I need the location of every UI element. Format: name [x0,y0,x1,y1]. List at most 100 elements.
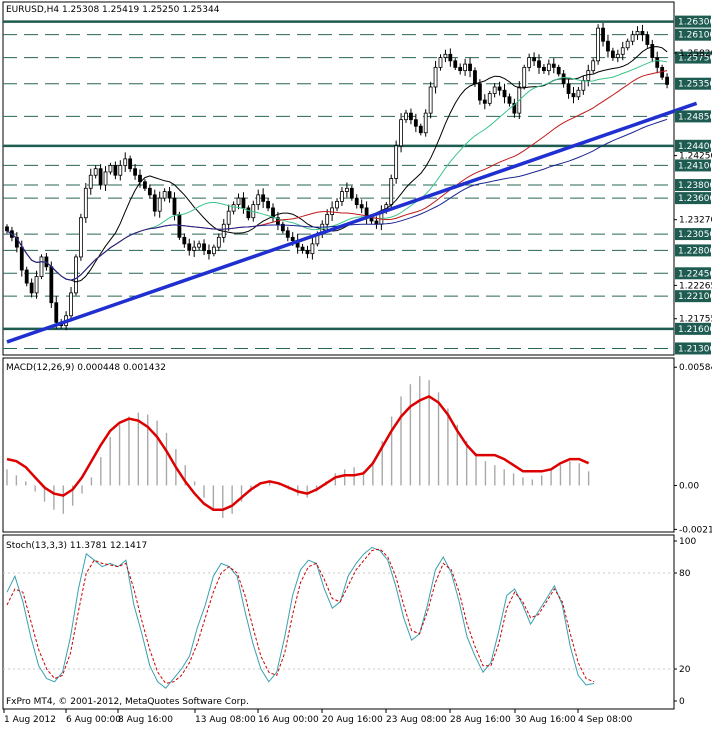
candle-body [280,223,285,232]
candle-body [354,197,359,206]
candle-body [537,60,541,68]
time-tick-label: 23 Aug 08:00 [386,715,447,725]
candle-body [566,83,571,94]
candle-body [443,53,448,58]
candle-body [246,207,251,219]
time-tick-label: 20 Aug 16:00 [322,715,383,725]
candle-body [74,256,78,294]
candle-body [78,217,83,258]
candle-body [103,171,108,186]
candle-body [330,207,335,215]
price-level-label: 1.25750 [678,54,712,64]
candle-body [108,165,113,173]
candle-body [542,66,546,72]
candle-body [29,282,34,294]
candle-body [325,214,330,225]
price-level-label: 1.25350 [678,80,712,90]
candle-body [152,194,157,212]
price-level-label: 1.24400 [678,142,712,152]
candle-body [88,174,93,189]
chart-title: EURUSD,H4 1.25308 1.25419 1.25250 1.2534… [6,5,220,15]
candle-body [527,57,532,68]
candle-body [576,89,581,98]
candle-body [428,86,433,114]
time-tick-label: 6 Aug 00:00 [66,715,121,725]
stoch-tick-label: 80 [679,569,691,579]
candle-body [226,210,231,225]
candle-body [39,256,44,277]
price-level-tag [675,139,711,152]
candle-body [300,246,305,251]
candle-body [433,66,438,88]
price-level-tag [675,267,711,280]
candle-body [285,230,290,238]
stoch-title: Stoch(13,3,3) 11.3781 12.1417 [6,541,147,551]
stoch-pane [3,546,674,689]
candle-body [19,246,24,271]
stoch-tick-label: 20 [679,665,691,675]
candle-body [507,96,512,104]
candle-body [261,194,266,202]
macd-tick-label: -0.00217 [679,525,712,535]
candle-body [98,168,103,186]
candle-body [635,31,640,36]
candle-body [93,168,98,176]
price-level-tag [675,322,711,335]
price-level-label: 1.23600 [678,194,712,204]
price-level-tag [675,179,711,192]
candle-body [157,197,162,212]
price-tick-label: 1.25820 [679,49,712,59]
candle-body [650,44,655,58]
price-level-label: 1.21300 [678,344,712,354]
candle-body [645,34,650,45]
price-pane-frame [2,1,675,356]
candle-body [256,194,261,206]
candle-body [655,57,660,68]
price-level-label: 1.26100 [678,31,712,41]
price-tick-label: 1.24250 [679,152,712,162]
candle-body [49,266,54,304]
candle-body [202,243,206,251]
candle-body [69,292,73,317]
candle-body [231,204,236,212]
macd-signal-line [6,394,590,512]
macd-pane [6,376,590,518]
candle-body [133,168,137,176]
time-tick-label: 8 Aug 16:00 [118,715,173,725]
candle-body [24,269,29,284]
candle-body [423,112,428,134]
candle-body [216,236,221,248]
time-tick-label: 28 Aug 16:00 [450,715,511,725]
candle-body [487,93,492,104]
candle-body [532,57,536,62]
price-level-label: 1.24100 [678,161,712,171]
pane-frames [2,1,675,710]
candle-body [241,197,246,209]
candle-body [399,119,403,147]
candle-body [615,53,620,58]
price-level-tag [675,342,711,355]
candle-body [197,243,202,248]
candle-body [546,63,551,72]
price-level-tag [675,159,711,172]
candle-body [610,50,615,58]
time-tick-label: 13 Aug 08:00 [195,715,256,725]
candle-body [620,47,625,55]
candle-body [344,187,349,192]
price-level-label: 1.23800 [678,181,712,191]
candle-body [340,191,344,202]
price-level-tag [675,15,711,28]
time-tick-label: 16 Aug 00:00 [258,715,319,725]
price-tick-label: 1.23270 [679,216,712,226]
candle-body [502,89,507,98]
candle-body [606,40,610,52]
candle-body [118,165,123,176]
candle-body [522,66,527,88]
candle-body [143,181,147,189]
price-level-tag [675,244,711,257]
stoch-pane-frame [2,534,675,710]
candle-body [14,236,19,248]
price-level-label: 1.21600 [678,325,712,335]
